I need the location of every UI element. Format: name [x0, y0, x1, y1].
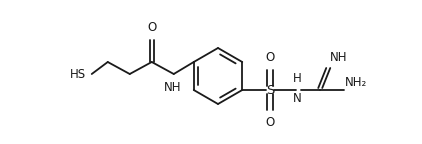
- Text: O: O: [265, 51, 275, 64]
- Text: O: O: [147, 21, 157, 34]
- Text: NH₂: NH₂: [345, 75, 368, 89]
- Text: H: H: [293, 72, 302, 85]
- Text: NH: NH: [330, 51, 347, 64]
- Text: O: O: [265, 116, 275, 129]
- Text: N: N: [293, 92, 302, 105]
- Text: S: S: [266, 84, 274, 96]
- Text: HS: HS: [70, 68, 86, 80]
- Text: NH: NH: [164, 81, 181, 94]
